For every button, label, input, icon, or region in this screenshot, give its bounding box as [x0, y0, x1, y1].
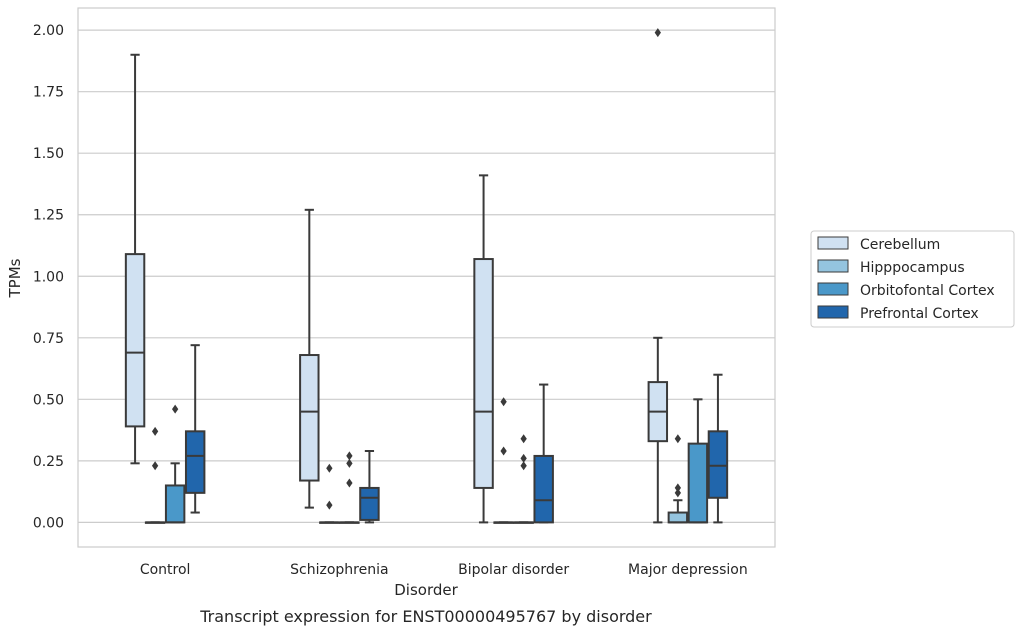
box-3-0	[647, 28, 669, 524]
legend-swatch	[817, 236, 849, 250]
y-tick-label: 0.50	[33, 392, 64, 408]
box-3-2	[687, 398, 709, 524]
outlier-point	[500, 397, 507, 407]
outlier-point	[346, 451, 353, 461]
legend-label: Orbitofontal Cortex	[860, 283, 995, 299]
outlier-point	[346, 458, 353, 468]
x-axis-label: Disorder	[394, 581, 458, 599]
y-tick-label: 1.25	[33, 208, 64, 224]
box-rect	[359, 486, 380, 521]
box-3-3	[707, 373, 729, 524]
box-rect	[687, 442, 709, 524]
box-rect	[124, 253, 146, 428]
x-tick-label: Control	[140, 562, 191, 578]
x-tick-labels: Control Schizophrenia Bipolar disorder Majo…	[140, 562, 748, 578]
legend-label: Prefrontal Cortex	[860, 306, 979, 322]
outlier-point	[674, 434, 682, 444]
y-tick-label: 0.00	[33, 515, 64, 531]
y-tick-label: 1.75	[33, 85, 64, 101]
box-groups	[124, 28, 729, 524]
box-rect	[533, 454, 554, 524]
box-rect	[473, 258, 494, 489]
outlier-point	[171, 404, 179, 414]
legend-frame	[810, 230, 1015, 328]
box-1-0	[299, 208, 320, 509]
outlier-point	[326, 463, 333, 473]
y-tick-label: 0.25	[33, 454, 64, 470]
outlier-point	[520, 461, 527, 471]
box-rect	[164, 484, 186, 524]
box-rect	[667, 511, 689, 524]
outlier-point	[500, 446, 507, 456]
legend: Cerebellum Hipppocampus Orbitofontal Corte…	[810, 230, 1015, 328]
outlier-point	[520, 434, 527, 444]
outlier-point	[674, 483, 682, 493]
box-1-2	[339, 451, 360, 524]
box-0-3	[184, 344, 206, 514]
outlier-point	[326, 500, 333, 510]
box-2-2	[513, 434, 534, 524]
legend-label: Cerebellum	[860, 237, 940, 253]
box-1-1	[319, 463, 340, 524]
outlier-point	[674, 488, 682, 498]
legend-swatch	[817, 259, 849, 273]
box-rect	[299, 354, 320, 482]
x-tick-label: Major depression	[628, 562, 748, 578]
plot-background	[78, 8, 775, 547]
x-tick-label: Bipolar disorder	[458, 562, 569, 578]
y-axis-label: TPMs	[6, 258, 24, 298]
box-2-3	[533, 383, 554, 524]
legend-swatch	[817, 282, 849, 296]
outlier-point	[654, 28, 661, 38]
box-rect	[707, 430, 729, 499]
y-tick-label: 2.00	[33, 23, 64, 39]
outlier-point	[346, 478, 353, 488]
box-2-1	[493, 397, 514, 524]
y-tick-labels: 0.00 0.25 0.50 0.75 1.00 1.25 1.50 1.75 2.00	[33, 23, 64, 531]
outlier-point	[151, 461, 159, 471]
plot-frame	[77, 7, 776, 548]
y-tick-label: 1.50	[33, 146, 64, 162]
chart-caption: Transcript expression for ENST0000049576…	[199, 607, 652, 626]
box-0-0	[124, 53, 146, 465]
outlier-point	[520, 453, 527, 463]
legend-label: Hipppocampus	[860, 260, 965, 276]
y-tick-label: 0.75	[33, 331, 64, 347]
box-0-1	[144, 426, 166, 524]
box-0-2	[164, 404, 186, 524]
box-3-1	[667, 434, 689, 524]
legend-swatch	[817, 305, 849, 319]
x-tick-label: Schizophrenia	[290, 562, 388, 578]
outlier-point	[151, 426, 159, 436]
box-2-0	[473, 174, 494, 524]
box-rect	[184, 430, 206, 494]
y-tick-label: 1.00	[33, 269, 64, 285]
box-1-3	[359, 450, 380, 524]
